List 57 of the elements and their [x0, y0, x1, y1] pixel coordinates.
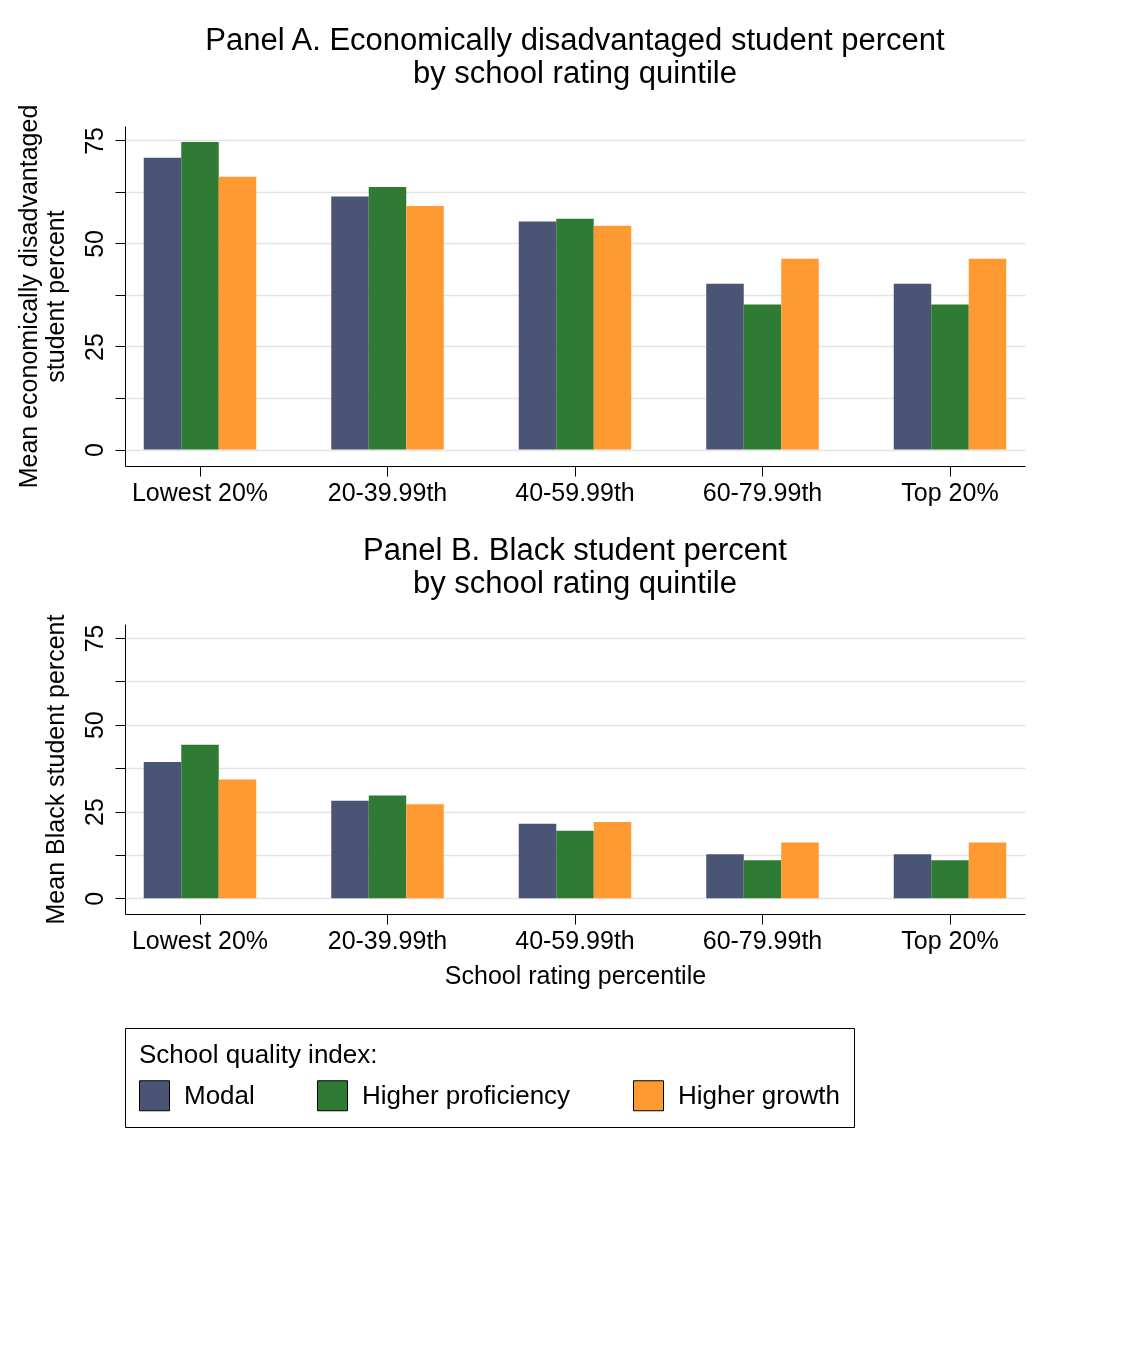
x-tick-label: 60-79.99th: [702, 925, 823, 954]
bar: [893, 854, 932, 899]
x-tick-label: Top 20%: [901, 477, 999, 506]
bar: [893, 283, 932, 450]
y-tick-label: 0: [79, 891, 108, 906]
bar: [743, 304, 782, 450]
x-tick-label: Top 20%: [901, 925, 999, 954]
legend-label: Higher growth: [678, 1079, 840, 1110]
bar: [931, 860, 969, 899]
bar: [968, 842, 1007, 899]
y-tick-label: 25: [79, 333, 108, 361]
bar: [331, 196, 369, 450]
y-axis-title: Mean economically disadvantaged student percent: [13, 104, 69, 489]
x-tick-label: 20-39.99th: [327, 925, 448, 954]
bar: [593, 225, 632, 450]
bar: [143, 761, 182, 899]
y-tick-label: 50: [79, 711, 108, 740]
bar: [556, 830, 594, 899]
y-tick-label: 25: [79, 798, 108, 826]
bar: [181, 744, 219, 899]
bar: [368, 186, 407, 450]
bar: [706, 854, 744, 899]
bar: [781, 258, 819, 450]
y-tick-label: 0: [79, 443, 108, 457]
bar: [518, 823, 557, 899]
bar: [931, 304, 969, 450]
bar: [368, 795, 407, 899]
bar: [406, 205, 444, 450]
bar: [593, 821, 632, 899]
bar: [218, 779, 257, 899]
bar: [743, 860, 782, 899]
y-tick-label: 50: [79, 230, 108, 258]
bar: [181, 142, 219, 450]
bar: [968, 258, 1007, 450]
bar: [518, 221, 557, 450]
bar: [218, 176, 257, 450]
bar: [781, 842, 819, 899]
bar: [406, 804, 444, 899]
bar: [556, 218, 594, 450]
bar: [143, 157, 182, 450]
x-tick-label: 40-59.99th: [515, 477, 635, 506]
y-axis-title: Mean Black student percent: [40, 614, 69, 925]
x-axis-title: School rating percentile: [444, 960, 707, 989]
chart-title: Panel A. Economically disadvantaged student percent by school rating quintile: [205, 22, 946, 91]
x-tick-label: 40-59.99th: [515, 925, 635, 954]
y-tick-label: 75: [79, 624, 108, 653]
x-tick-label: Lowest 20%: [131, 925, 269, 954]
chart-title: Panel B. Black student percent by school rating quintile: [363, 532, 788, 601]
legend-label: Modal: [184, 1079, 255, 1110]
x-tick-label: Lowest 20%: [131, 477, 269, 506]
x-tick-label: 20-39.99th: [327, 477, 448, 506]
bar: [331, 800, 369, 899]
legend-title: School quality index:: [139, 1039, 378, 1069]
bar: [706, 283, 744, 450]
x-tick-label: 60-79.99th: [702, 477, 823, 506]
legend-label: Higher proficiency: [362, 1079, 571, 1110]
y-tick-label: 75: [79, 127, 108, 155]
